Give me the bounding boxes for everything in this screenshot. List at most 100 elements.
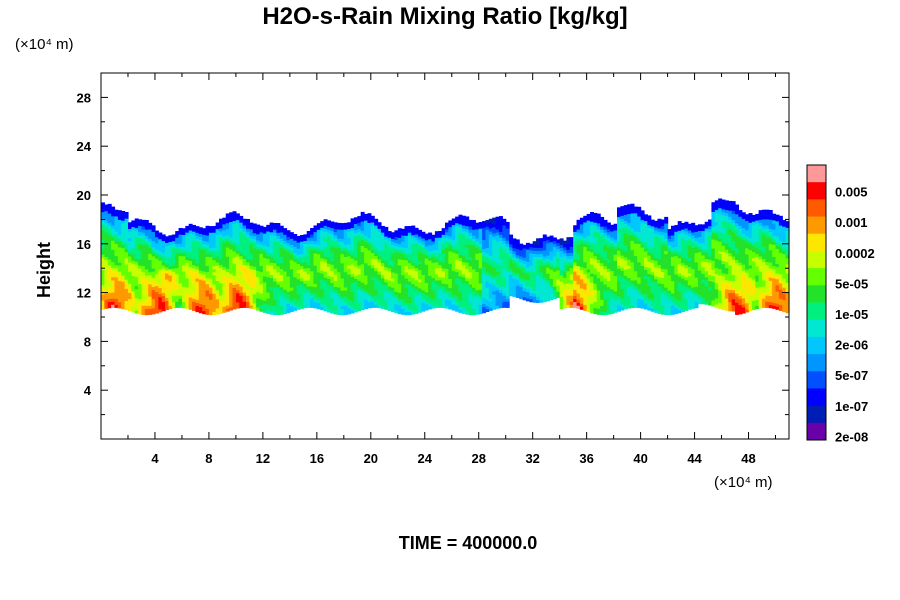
cloud-cell [650,253,655,257]
cloud-cell [637,289,642,293]
cloud-cell [141,222,146,227]
cloud-cell [131,238,136,243]
cloud-cell [596,274,601,279]
cloud-cell [448,299,453,304]
cloud-cell [590,303,594,308]
cloud-cell [310,298,315,302]
cloud-cell [546,282,551,287]
cloud-cell [310,258,315,263]
cloud-cell [623,287,628,292]
cloud-cell [171,292,176,297]
cloud-cell [613,266,618,271]
cloud-cell [573,280,578,284]
cloud-cell [418,309,422,313]
cloud-cell [360,227,365,231]
cloud-cell [111,288,116,293]
cloud-cell [576,296,581,300]
cloud-cell [468,287,473,291]
cloud-cell [664,226,669,230]
cloud-cell [198,236,203,241]
cloud-cell [681,274,686,279]
cloud-cell [441,240,446,244]
cloud-cell [252,284,257,289]
cloud-cell [323,274,328,278]
cloud-cell [269,271,274,276]
cloud-cell [219,282,224,287]
cloud-cell [374,276,379,281]
cloud-cell [192,298,197,302]
cloud-cell [424,267,429,271]
cloud-cell [488,246,493,250]
cloud-cell [215,295,220,300]
cloud-cell [306,273,311,278]
cloud-cell [134,285,139,290]
cloud-cell [347,225,352,229]
cloud-cell [411,259,416,263]
cloud-cell [468,235,473,239]
cloud-cell [505,285,510,290]
cloud-cell [536,287,541,291]
cloud-cell [111,237,116,241]
cloud-cell [370,237,375,241]
cloud-cell [593,283,598,287]
cloud-cell [445,253,449,257]
cloud-cell [522,253,527,258]
cloud-cell [670,302,675,306]
cloud-cell [525,255,530,259]
cloud-cell [485,290,490,294]
cloud-cell [509,252,514,257]
cloud-cell [620,282,625,287]
cloud-cell [667,262,672,267]
cloud-cell [485,219,490,224]
cloud-cell [279,308,284,312]
cloud-cell [367,249,372,254]
cloud-cell [380,262,385,267]
cloud-cell [316,250,321,255]
cloud-cell [593,225,598,229]
cloud-cell [596,283,601,288]
cloud-cell [306,246,311,250]
cloud-cell [617,216,621,221]
cloud-cell [519,258,524,263]
cloud-cell [316,284,321,288]
cloud-cell [225,277,230,282]
cloud-cell [198,260,203,265]
cloud-cell [637,215,642,220]
cloud-cell [468,250,473,255]
cloud-cell [492,275,497,280]
cloud-cell [505,276,510,281]
cloud-cell [542,298,547,303]
cloud-cell [414,240,419,244]
cloud-cell [185,256,190,261]
cloud-cell [542,292,547,297]
cloud-cell [353,287,358,292]
cloud-cell [677,248,682,253]
cloud-cell [222,293,227,298]
cloud-cell [266,246,271,250]
cloud-cell [212,253,217,258]
cloud-cell [512,275,517,279]
cloud-cell [117,225,122,230]
cloud-cell [579,300,584,304]
cloud-cell [316,302,321,307]
cloud-cell [161,301,166,306]
cloud-cell [303,270,308,275]
cloud-cell [394,297,399,302]
cloud-cell [114,285,119,290]
cloud-cell [650,268,655,273]
cloud-cell [670,289,675,294]
cloud-cell [475,311,480,315]
cloud-cell [296,245,301,249]
cloud-cell [549,281,554,285]
cloud-cell [127,240,132,245]
cloud-cell [559,281,564,285]
cloud-cell [367,255,372,260]
cloud-cell [424,248,429,253]
cloud-cell [670,308,675,312]
cloud-cell [687,269,692,274]
cloud-cell [687,242,692,246]
cloud-cell [606,265,611,269]
cloud-cell [458,236,463,240]
cloud-cell [154,291,159,296]
cloud-cell [337,274,342,279]
